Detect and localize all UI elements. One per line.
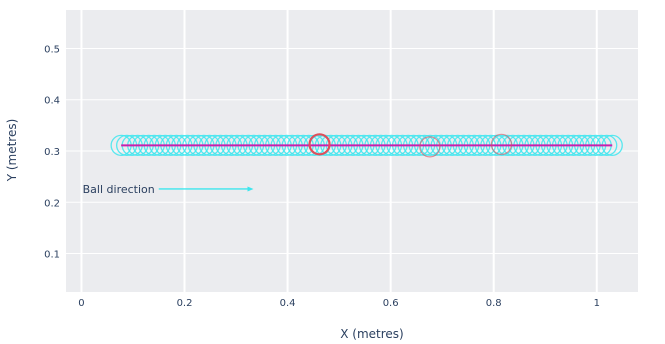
highlighted-position-marker [490, 133, 513, 155]
x-tick-label: 0.8 [486, 298, 502, 309]
y-tick-label: 0.3 [44, 147, 60, 158]
y-axis-title: Y (metres) [5, 119, 19, 183]
direction-annotation-label: Ball direction [83, 183, 155, 196]
x-axis-title: X (metres) [340, 327, 403, 341]
x-tick-labels: 0 0.2 0.4 0.6 0.8 1 [78, 298, 600, 309]
y-tick-label: 0.1 [44, 250, 60, 261]
x-tick-label: 0.4 [280, 298, 296, 309]
highlighted-position-marker [308, 133, 331, 156]
x-tick-label: 0 [78, 298, 84, 309]
y-tick-labels: 0.1 0.2 0.3 0.4 0.5 [44, 44, 60, 260]
x-tick-label: 1 [594, 298, 600, 309]
y-tick-label: 0.5 [44, 44, 60, 55]
x-tick-label: 0.2 [177, 298, 193, 309]
direction-arrow-head [247, 186, 254, 192]
series-layer [110, 133, 623, 158]
annotations-layer: Ball direction [83, 183, 254, 196]
x-tick-label: 0.6 [383, 298, 399, 309]
y-tick-label: 0.2 [44, 198, 60, 209]
y-tick-label: 0.4 [44, 96, 60, 107]
highlighted-position-marker [419, 136, 441, 158]
